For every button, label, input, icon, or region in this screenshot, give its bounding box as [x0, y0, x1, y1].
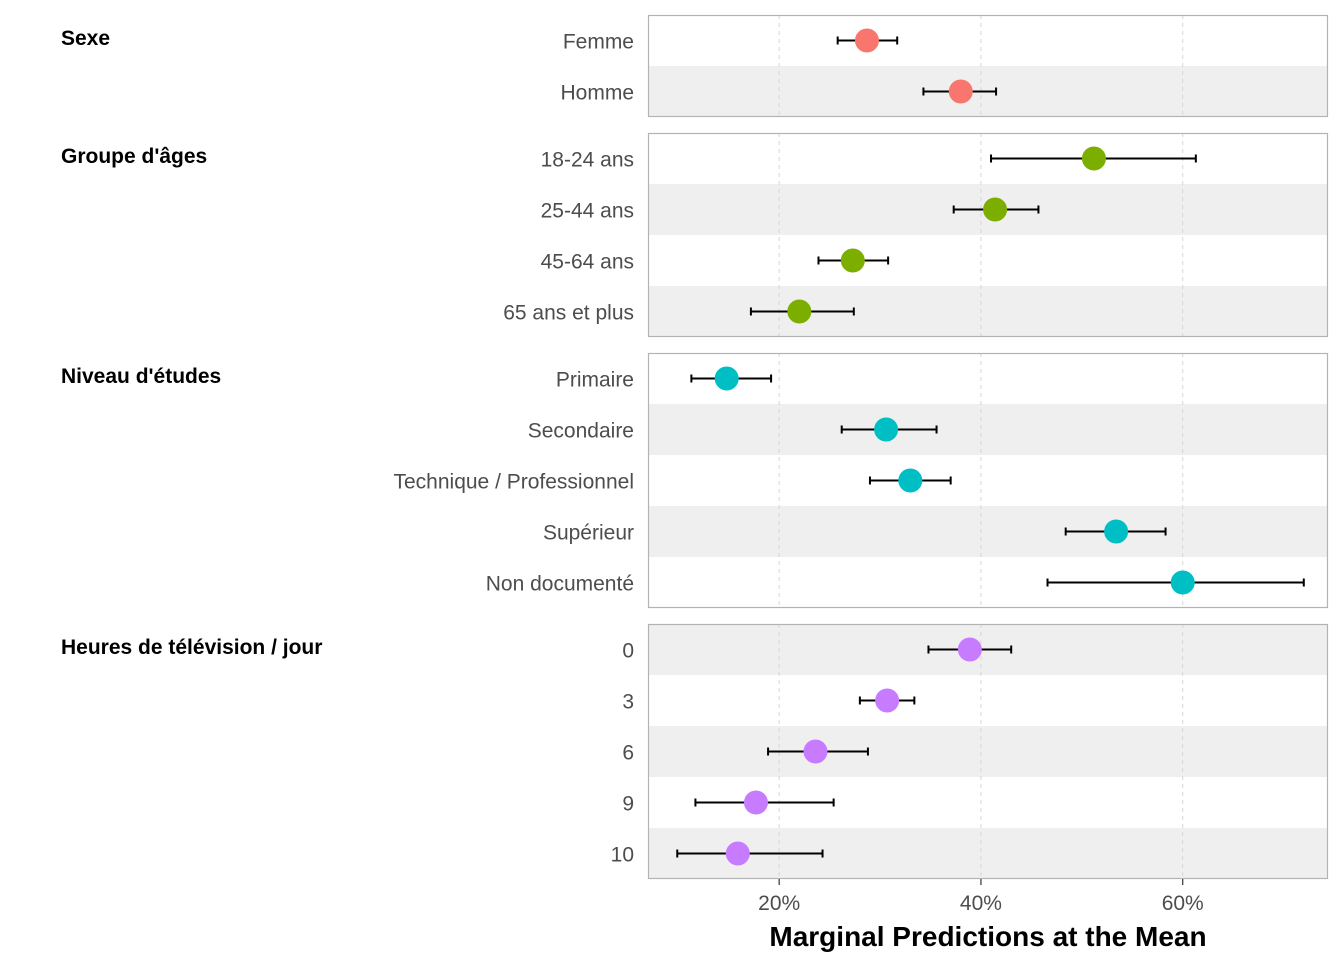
- data-row: 3: [622, 688, 916, 714]
- data-row: Homme: [560, 79, 998, 105]
- data-row: 18-24 ans: [541, 146, 1197, 172]
- x-tick-label: 40%: [960, 892, 1002, 915]
- x-tick-label: 20%: [758, 892, 800, 915]
- panel-border: [647, 623, 1329, 880]
- data-row: Non documenté: [486, 570, 1305, 596]
- data-row: Primaire: [556, 366, 773, 392]
- row-stripe: [648, 506, 1328, 557]
- data-point: [983, 197, 1008, 222]
- data-point: [840, 248, 865, 273]
- group-title: Niveau d'études: [61, 365, 221, 388]
- row-label: 10: [611, 844, 634, 867]
- panel-background: [648, 353, 1328, 608]
- data-point: [1081, 146, 1106, 171]
- panel-0: Sexe Femme Homme: [61, 14, 1329, 118]
- group-title: Groupe d'âges: [61, 145, 207, 168]
- data-point: [875, 688, 900, 713]
- row-label: 9: [622, 793, 634, 816]
- row-label: 25-44 ans: [541, 200, 634, 223]
- row-label: Technique / Professionnel: [394, 471, 635, 494]
- data-row: Technique / Professionnel: [394, 468, 952, 494]
- data-row: 9: [622, 790, 835, 816]
- row-label: Homme: [560, 82, 634, 105]
- row-label: Femme: [563, 31, 634, 54]
- data-point: [1170, 570, 1195, 595]
- data-row: 25-44 ans: [541, 197, 1040, 223]
- row-stripe: [648, 404, 1328, 455]
- row-stripe: [648, 726, 1328, 777]
- group-title: Heures de télévision / jour: [61, 636, 322, 659]
- row-label: Secondaire: [528, 420, 634, 443]
- panel-border: [647, 132, 1329, 338]
- data-row: Femme: [563, 28, 899, 54]
- data-point: [743, 790, 768, 815]
- x-tick-label: 60%: [1162, 892, 1204, 915]
- data-point: [725, 841, 750, 866]
- data-row: 0: [622, 637, 1013, 663]
- data-point: [803, 739, 828, 764]
- data-point: [787, 299, 812, 324]
- group-title: Sexe: [61, 27, 110, 50]
- panel-3: Heures de télévision / jour 0 3 6 9 10: [61, 623, 1329, 880]
- data-point: [874, 417, 899, 442]
- data-point: [854, 28, 879, 53]
- panel-1: Groupe d'âges 18-24 ans 25-44 ans 45-64 ans…: [61, 132, 1329, 338]
- row-label: 6: [622, 742, 634, 765]
- data-point: [957, 637, 982, 662]
- panel-2: Niveau d'études Primaire Secondaire Techniq…: [61, 352, 1329, 609]
- row-label: Primaire: [556, 369, 634, 392]
- panel-border: [647, 14, 1329, 118]
- data-point: [948, 79, 973, 104]
- data-row: 45-64 ans: [541, 248, 890, 274]
- row-label: 45-64 ans: [541, 251, 634, 274]
- data-row: 6: [622, 739, 869, 765]
- row-label: 65 ans et plus: [503, 302, 634, 325]
- data-point: [1104, 519, 1129, 544]
- data-row: 65 ans et plus: [503, 299, 855, 325]
- x-axis-title: Marginal Predictions at the Mean: [769, 921, 1206, 952]
- data-point: [714, 366, 739, 391]
- row-label: Supérieur: [543, 522, 634, 545]
- row-label: 0: [622, 640, 634, 663]
- data-row: 10: [611, 841, 824, 867]
- panel-border: [647, 352, 1329, 609]
- data-row: Secondaire: [528, 417, 938, 443]
- row-label: 18-24 ans: [541, 149, 634, 172]
- data-row: Supérieur: [543, 519, 1167, 545]
- data-point: [898, 468, 923, 493]
- row-label: 3: [622, 691, 634, 714]
- row-label: Non documenté: [486, 573, 634, 596]
